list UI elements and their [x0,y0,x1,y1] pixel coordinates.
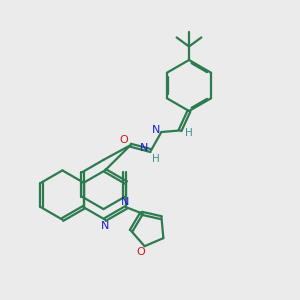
Text: N: N [101,220,109,231]
Text: N: N [152,124,160,135]
Text: H: H [152,154,159,164]
Text: O: O [136,247,145,257]
Text: N: N [140,143,148,153]
Text: H: H [184,128,192,138]
Text: N: N [121,197,129,207]
Text: O: O [119,135,128,145]
